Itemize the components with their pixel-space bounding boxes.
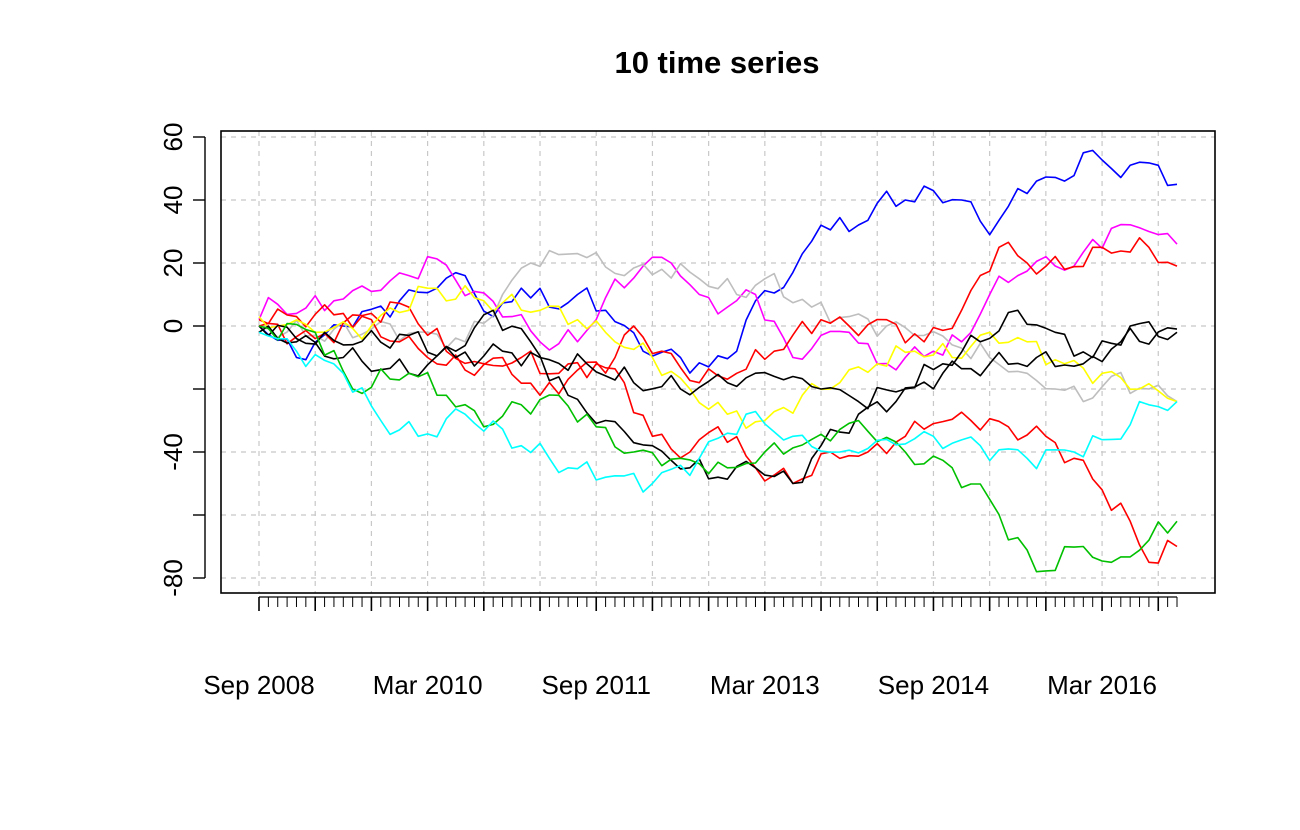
chart-title: 10 time series (614, 45, 819, 80)
y-tick-label: -80 (158, 559, 188, 597)
grid-lines (221, 131, 1215, 593)
x-tick-label: Sep 2014 (878, 670, 989, 700)
x-tick-label: Mar 2010 (373, 670, 483, 700)
series-line-6 (258, 284, 1178, 429)
series-line-3 (258, 249, 1178, 403)
series-line-7 (258, 309, 1178, 410)
x-tick-label: Mar 2013 (710, 670, 820, 700)
series-line-9 (258, 322, 1178, 573)
plot-border (220, 130, 1216, 594)
x-axis: Sep 2008 Mar 2010 Sep 2011 Mar 2013 Sep 2014… (203, 596, 1178, 700)
series-line-1 (258, 149, 1178, 374)
x-tick-label: Sep 2008 (203, 670, 314, 700)
y-tick-label: -40 (158, 433, 188, 471)
x-tick-label: Mar 2016 (1047, 670, 1157, 700)
x-tick-label: Sep 2011 (542, 670, 651, 700)
series-line-4 (258, 237, 1178, 397)
series-line-5 (258, 301, 1178, 564)
y-tick-label: 60 (158, 123, 188, 152)
y-tick-label: 40 (158, 186, 188, 215)
y-tick-label: 0 (158, 319, 188, 333)
series-line-2 (258, 223, 1178, 371)
y-axis: 60 40 20 0 -40 -80 (158, 123, 206, 597)
series-line-10 (258, 331, 1178, 493)
y-tick-label: 20 (158, 249, 188, 278)
series-lines (258, 149, 1178, 573)
